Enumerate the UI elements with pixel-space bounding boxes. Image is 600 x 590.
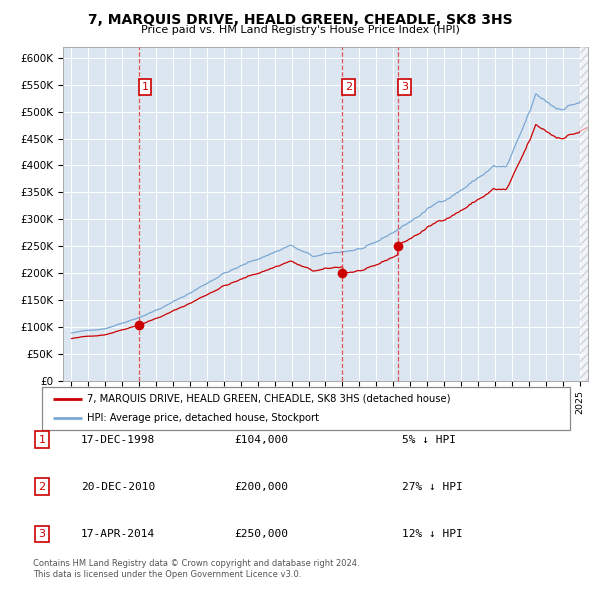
Text: £200,000: £200,000 <box>234 482 288 491</box>
FancyBboxPatch shape <box>42 387 570 430</box>
Text: 20-DEC-2010: 20-DEC-2010 <box>81 482 155 491</box>
Text: 17-APR-2014: 17-APR-2014 <box>81 529 155 539</box>
Text: 7, MARQUIS DRIVE, HEALD GREEN, CHEADLE, SK8 3HS: 7, MARQUIS DRIVE, HEALD GREEN, CHEADLE, … <box>88 13 512 27</box>
Text: £250,000: £250,000 <box>234 529 288 539</box>
Text: 3: 3 <box>38 529 46 539</box>
Text: 12% ↓ HPI: 12% ↓ HPI <box>402 529 463 539</box>
Text: 5% ↓ HPI: 5% ↓ HPI <box>402 435 456 444</box>
Text: Contains HM Land Registry data © Crown copyright and database right 2024.
This d: Contains HM Land Registry data © Crown c… <box>33 559 359 579</box>
Text: 2: 2 <box>345 82 352 92</box>
Text: 27% ↓ HPI: 27% ↓ HPI <box>402 482 463 491</box>
Text: 3: 3 <box>401 82 408 92</box>
Text: 2: 2 <box>38 482 46 491</box>
Text: 1: 1 <box>38 435 46 444</box>
Text: 1: 1 <box>142 82 149 92</box>
Text: 17-DEC-1998: 17-DEC-1998 <box>81 435 155 444</box>
Text: £104,000: £104,000 <box>234 435 288 444</box>
Text: HPI: Average price, detached house, Stockport: HPI: Average price, detached house, Stoc… <box>87 413 319 423</box>
Text: 7, MARQUIS DRIVE, HEALD GREEN, CHEADLE, SK8 3HS (detached house): 7, MARQUIS DRIVE, HEALD GREEN, CHEADLE, … <box>87 394 451 404</box>
Text: Price paid vs. HM Land Registry's House Price Index (HPI): Price paid vs. HM Land Registry's House … <box>140 25 460 35</box>
